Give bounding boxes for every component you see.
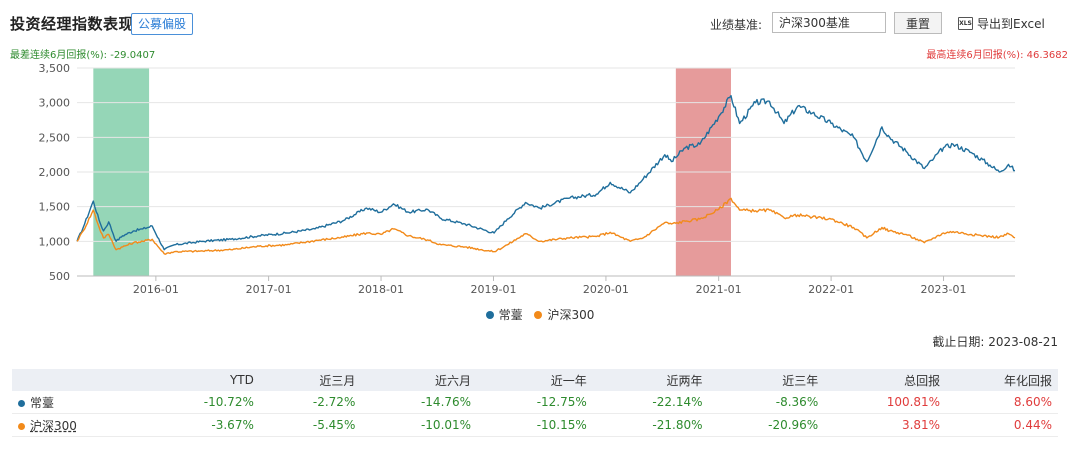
value-cell: 8.60%: [946, 391, 1058, 414]
table-header-row: YTD 近三月 近六月 近一年 近两年 近三年 总回报 年化回报: [12, 369, 1058, 391]
index-series-line: [76, 197, 1016, 255]
y-tick-label: 2,000: [39, 166, 71, 179]
y-tick-label: 3,000: [39, 97, 71, 110]
row-dot-fund: [18, 399, 25, 407]
value-cell: 100.81%: [824, 391, 947, 414]
fund-series-line: [76, 95, 1016, 251]
x-tick-label: 2023-01: [921, 283, 967, 296]
header-cell: 近两年: [592, 369, 709, 391]
y-tick-label: 500: [49, 270, 70, 283]
value-cell: -10.15%: [477, 413, 593, 437]
as-of-date: 截止日期: 2023-08-21: [932, 335, 1058, 349]
value-cell: -3.67%: [144, 413, 260, 437]
value-cell: 0.44%: [946, 413, 1058, 437]
y-tick-label: 1,500: [39, 201, 71, 214]
header-cell: 年化回报: [946, 369, 1058, 391]
header-cell: 近六月: [361, 369, 478, 391]
header-cell: 近一年: [477, 369, 593, 391]
header-cell: 总回报: [824, 369, 947, 391]
x-tick-label: 2020-01: [583, 283, 629, 296]
best-6m-return: 最高连续6月回报(%): 46.3682: [926, 50, 1068, 61]
export-excel-button[interactable]: XLS 导出到Excel: [958, 13, 1045, 33]
x-tick-label: 2016-01: [133, 283, 179, 296]
y-tick-label: 3,500: [39, 62, 71, 75]
table-row: 常薹 -10.72% -2.72% -14.76% -12.75% -22.14…: [12, 391, 1058, 414]
category-tag[interactable]: 公募偏股: [131, 13, 194, 35]
legend-dot-index: [534, 310, 543, 319]
benchmark-input[interactable]: [772, 12, 886, 33]
reset-button[interactable]: 重置: [894, 12, 942, 34]
value-cell: -14.76%: [361, 391, 478, 414]
value-cell: -10.72%: [144, 391, 260, 414]
row-name-link[interactable]: 沪深300: [30, 418, 77, 433]
legend-item-index[interactable]: 沪深300: [534, 306, 594, 323]
performance-chart: 500 1,000 1,500 2,000 2,500 3,000 3,500 2016-0…: [39, 62, 1016, 296]
x-tick-label: 2021-01: [696, 283, 742, 296]
header-bar: 投资经理指数表现 公募偏股 业绩基准: 重置 XLS 导出到Excel: [0, 0, 1080, 44]
row-name-cell: 沪深300: [12, 413, 145, 437]
x-tick-label: 2017-01: [246, 283, 292, 296]
value-cell: -21.80%: [592, 413, 709, 437]
legend-label-index: 沪深300: [547, 308, 595, 322]
export-label: 导出到Excel: [977, 16, 1045, 31]
value-cell: -12.75%: [477, 391, 593, 414]
row-dot-index: [18, 422, 25, 430]
value-cell: -22.14%: [592, 391, 709, 414]
table-row: 沪深300 -3.67% -5.45% -10.01% -10.15% -21.…: [12, 413, 1058, 437]
chart-legend: 常薹 沪深300: [0, 306, 1080, 323]
performance-table: YTD 近三月 近六月 近一年 近两年 近三年 总回报 年化回报 常薹 -10.…: [12, 369, 1058, 437]
legend-dot-fund: [485, 310, 494, 319]
legend-label-fund: 常薹: [498, 308, 523, 322]
value-cell: 3.81%: [824, 413, 947, 437]
header-cell: 近三年: [708, 369, 825, 391]
y-tick-label: 1,000: [39, 235, 71, 248]
header-name-cell: [12, 369, 145, 391]
legend-item-fund[interactable]: 常薹: [485, 306, 523, 323]
benchmark-label: 业绩基准:: [710, 18, 763, 32]
x-tick-label: 2019-01: [470, 283, 516, 296]
value-cell: -2.72%: [259, 391, 362, 414]
value-cell: -5.45%: [259, 413, 362, 437]
value-cell: -20.96%: [708, 413, 825, 437]
value-cell: -10.01%: [361, 413, 478, 437]
x-tick-label: 2022-01: [808, 283, 854, 296]
header-cell: 近三月: [259, 369, 362, 391]
x-tick-label: 2018-01: [358, 283, 404, 296]
excel-icon: XLS: [958, 16, 973, 30]
y-tick-label: 2,500: [39, 131, 71, 144]
worst-6m-return: 最差连续6月回报(%): -29.0407: [10, 50, 156, 61]
page-title: 投资经理指数表现: [10, 15, 135, 33]
value-cell: -8.36%: [708, 391, 825, 414]
row-name: 常薹: [30, 395, 55, 410]
row-name-cell: 常薹: [12, 391, 145, 414]
header-cell: YTD: [144, 369, 260, 391]
